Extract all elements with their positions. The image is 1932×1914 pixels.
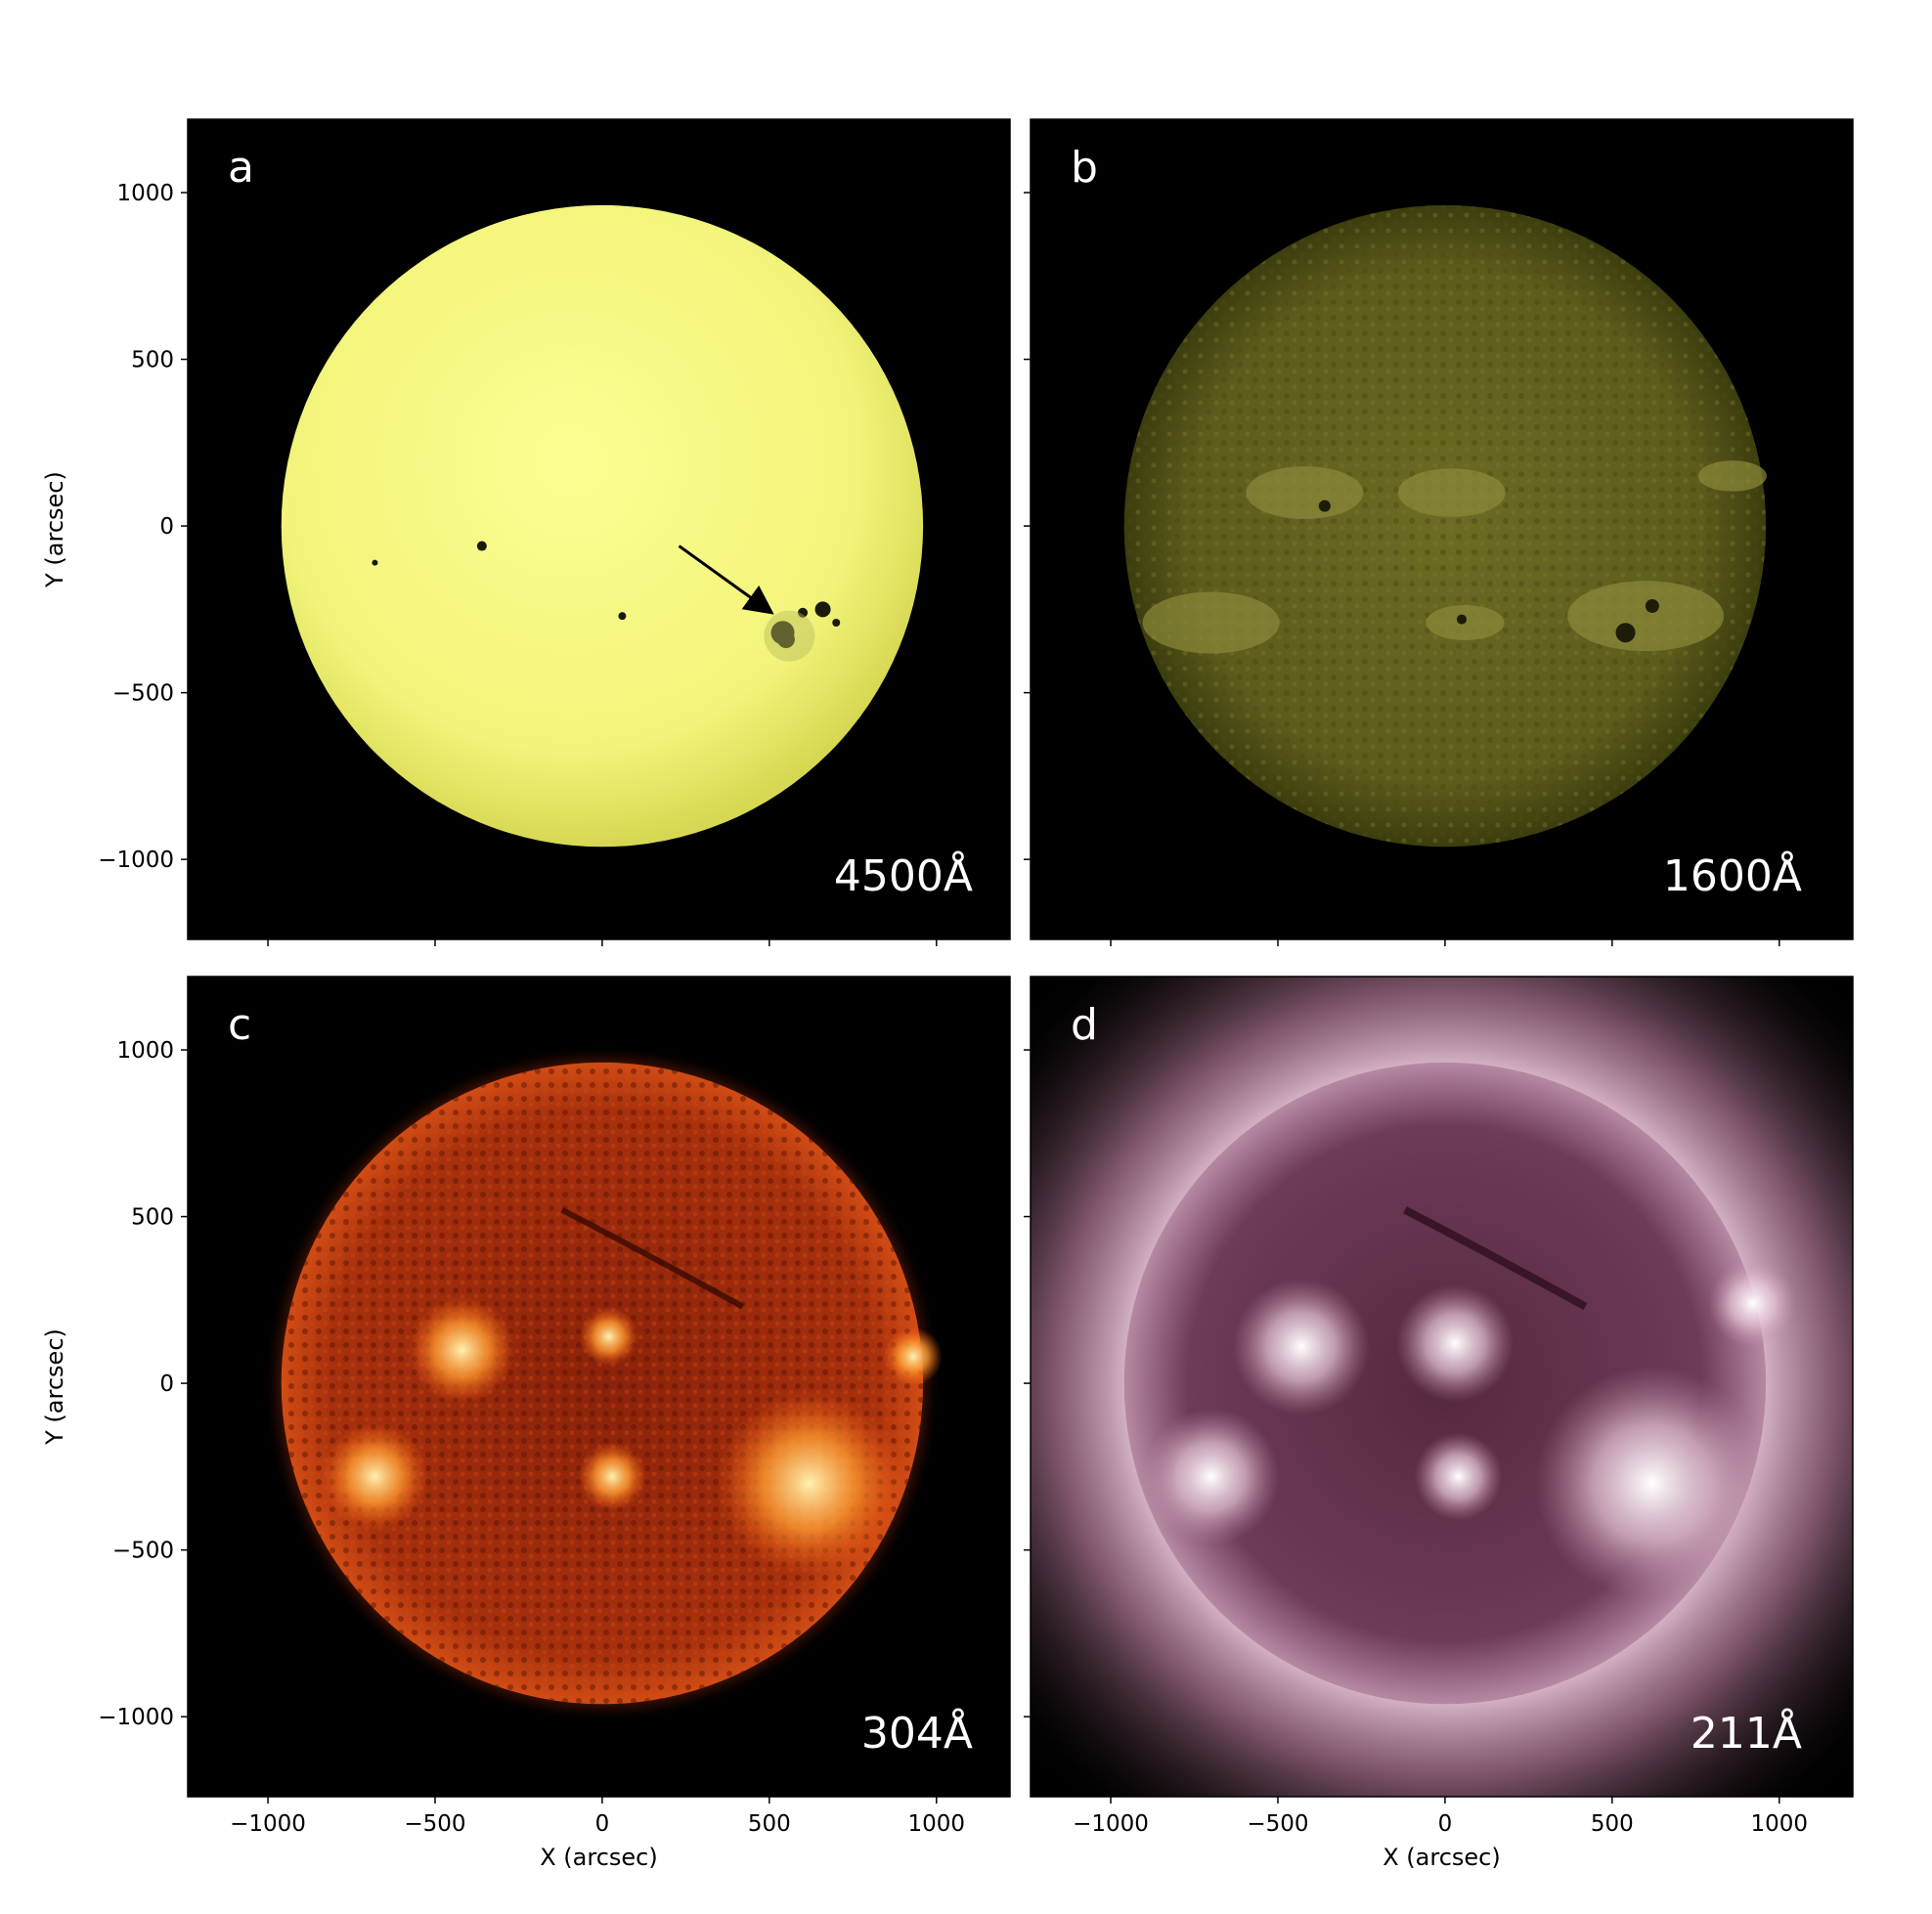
wavelength-label: 304Å — [861, 1707, 973, 1759]
y-axis-label: Y (arcsec) — [41, 1328, 68, 1446]
wavelength-label: 1600Å — [1663, 849, 1802, 901]
active-region — [1534, 1366, 1770, 1601]
y-tick-label: 1000 — [116, 181, 174, 206]
panel-letter: c — [228, 1000, 251, 1050]
sunspot — [776, 631, 795, 649]
y-tick-label: 500 — [131, 1205, 174, 1231]
y-tick-label: 1000 — [116, 1038, 174, 1064]
panel-d: d 211Å — [1031, 977, 1853, 1797]
axes-frame — [1030, 976, 1854, 1798]
panel-a: a 4500Å — [188, 119, 1010, 939]
active-region — [883, 1327, 943, 1386]
x-tick-label: −500 — [404, 1811, 465, 1837]
sunspot — [1645, 598, 1659, 613]
panel-c: c 304Å — [188, 977, 1010, 1797]
solar-disk — [281, 204, 924, 848]
y-tick-label: 0 — [159, 514, 174, 540]
active-region — [321, 1422, 429, 1531]
active-region — [716, 1390, 902, 1577]
x-tick-label: 1000 — [908, 1811, 966, 1837]
active-region — [1232, 1278, 1370, 1415]
active-region — [579, 1307, 638, 1367]
wavelength-label: 4500Å — [834, 849, 973, 901]
sunspot — [798, 607, 809, 618]
sunspot — [832, 618, 841, 627]
y-tick-label: −1000 — [98, 1705, 174, 1730]
x-tick-label: −1000 — [1073, 1811, 1149, 1837]
axes-frame — [187, 118, 1011, 940]
x-axis-label: X (arcsec) — [1383, 1844, 1501, 1871]
y-tick-label: −500 — [112, 1539, 174, 1564]
chromospheric-network — [281, 1062, 924, 1705]
x-tick-label: 500 — [1591, 1811, 1634, 1837]
chromospheric-network — [1123, 204, 1767, 848]
sunspot — [372, 559, 378, 566]
panel-letter: d — [1071, 1000, 1098, 1050]
y-axis-label: Y (arcsec) — [41, 471, 68, 588]
sunspot — [1457, 614, 1468, 625]
y-tick-label: −500 — [112, 681, 174, 707]
panel-letter: b — [1071, 143, 1098, 193]
active-region — [1414, 1432, 1503, 1521]
sunspot — [618, 612, 627, 621]
wavelength-label: 211Å — [1690, 1707, 1802, 1759]
x-tick-label: 500 — [748, 1811, 791, 1837]
active-region — [1708, 1259, 1797, 1348]
y-tick-label: 500 — [131, 348, 174, 373]
panel-letter: a — [228, 143, 254, 193]
plage-region — [1567, 581, 1725, 652]
x-axis-label: X (arcsec) — [540, 1844, 658, 1871]
sunspot — [1318, 500, 1331, 512]
active-region — [408, 1295, 516, 1404]
sunspot — [1615, 623, 1636, 643]
sunspot — [476, 541, 487, 551]
x-tick-label: 0 — [1438, 1811, 1453, 1837]
active-region — [1396, 1284, 1515, 1403]
filament-channel — [1403, 1206, 1588, 1311]
penumbra — [764, 610, 815, 662]
y-tick-label: 0 — [159, 1371, 174, 1397]
panel-b: b 1600Å — [1031, 119, 1853, 939]
axes-frame — [187, 976, 1011, 1798]
plage-region — [1142, 591, 1280, 654]
active-region — [1142, 1408, 1280, 1545]
plage-region — [1697, 460, 1767, 492]
axes-frame — [1030, 118, 1854, 940]
plage-region — [1246, 465, 1364, 519]
x-tick-label: 1000 — [1751, 1811, 1809, 1837]
active-region — [578, 1442, 647, 1511]
plage-region — [1397, 468, 1506, 517]
sunspot-arrow — [678, 544, 774, 615]
sunspot — [814, 601, 831, 618]
y-tick-label: −1000 — [98, 848, 174, 873]
x-tick-label: −1000 — [230, 1811, 306, 1837]
filament — [560, 1207, 744, 1310]
x-tick-label: −500 — [1247, 1811, 1308, 1837]
x-tick-label: 0 — [595, 1811, 610, 1837]
